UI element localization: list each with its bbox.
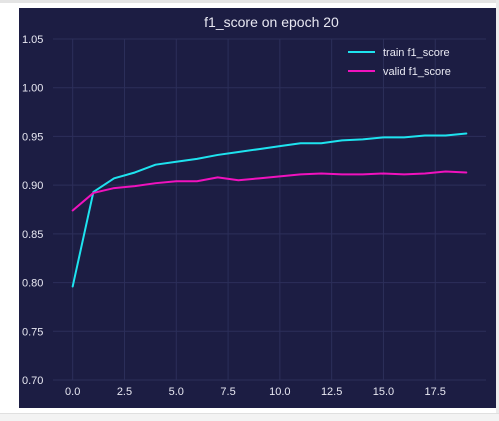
x-tick-label: 12.5 (321, 386, 342, 398)
chart-figure: f1_score on epoch 20 0.70 0.75 0.80 0.85 0.90… (19, 8, 496, 408)
x-tick-label: 5.0 (169, 386, 184, 398)
y-tick-label: 0.90 (22, 180, 43, 192)
legend-label: valid f1_score (383, 66, 451, 78)
y-tick-label: 0.75 (22, 326, 43, 338)
scrollbar-track (496, 0, 499, 421)
x-tick-label: 17.5 (425, 386, 446, 398)
output-bottom-border (0, 413, 499, 421)
y-tick-label: 0.70 (22, 375, 43, 387)
f1-score-chart: f1_score on epoch 20 0.70 0.75 0.80 0.85 0.90… (22, 14, 486, 398)
output-top-border (0, 0, 499, 3)
chart-title: f1_score on epoch 20 (204, 14, 339, 30)
series-line-valid (71, 170, 468, 212)
y-tick-label: 0.80 (22, 278, 43, 290)
y-tick-label: 1.00 (22, 83, 43, 95)
x-tick-label: 10.0 (269, 386, 290, 398)
x-tick-label: 0.0 (65, 386, 80, 398)
y-tick-label: 0.85 (22, 229, 43, 241)
legend-label: train f1_score (383, 47, 450, 59)
y-tick-label: 1.05 (22, 34, 43, 46)
series-line-train (71, 132, 468, 288)
x-tick-label: 7.5 (220, 386, 235, 398)
y-tick-label: 0.95 (22, 131, 43, 143)
x-tick-label: 15.0 (373, 386, 394, 398)
x-tick-label: 2.5 (117, 386, 132, 398)
